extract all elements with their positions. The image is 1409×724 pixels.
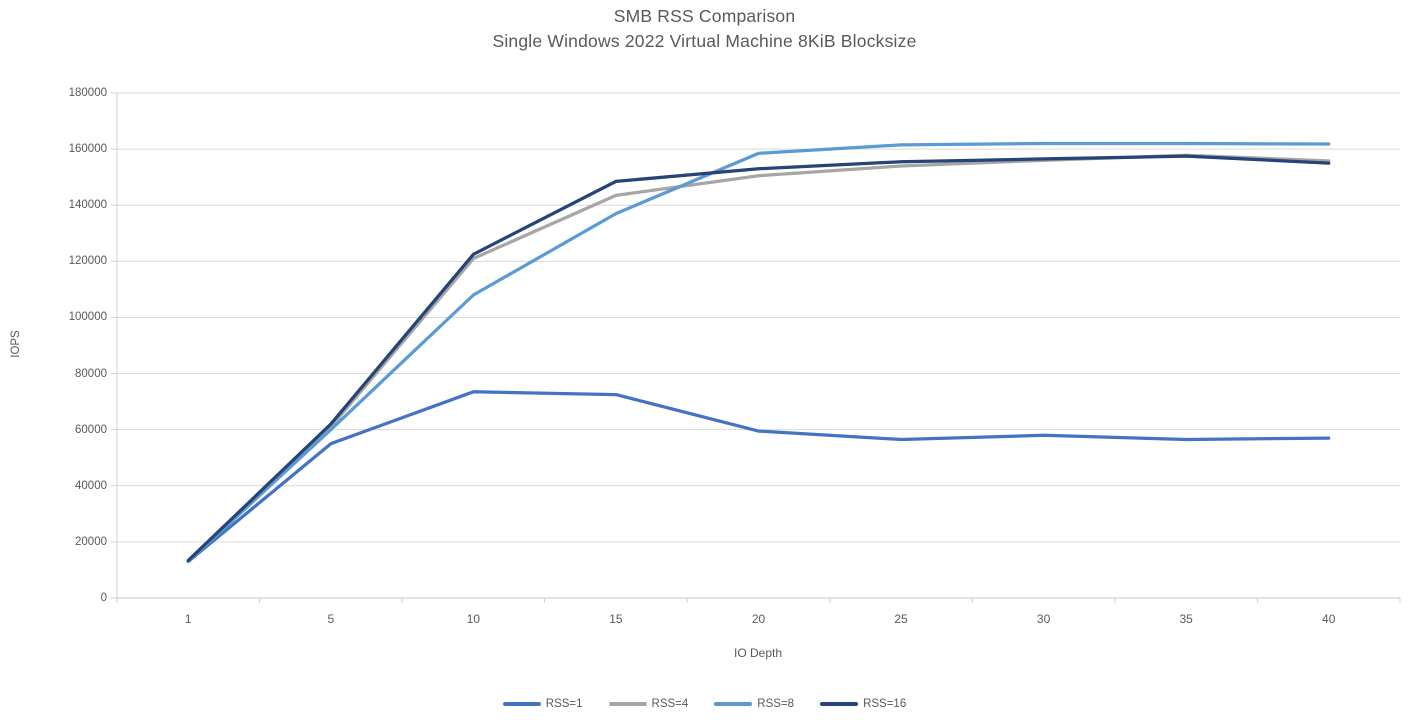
legend-swatch-icon <box>608 702 647 706</box>
series-line-RSS=1 <box>186 390 1331 564</box>
series-line-RSS=16 <box>186 154 1331 563</box>
series-line-RSS=8 <box>186 141 1331 563</box>
legend: RSS=1 RSS=4 RSS=8 RSS=16 <box>0 698 1409 710</box>
legend-item-RSS=8: RSS=8 <box>714 698 794 710</box>
x-tick-label-30: 30 <box>1036 612 1051 626</box>
y-tick-label-180000: 180000 <box>68 87 107 99</box>
x-tick-label-1: 1 <box>184 612 192 626</box>
y-tick-label-140000: 140000 <box>68 199 107 212</box>
y-tick-label-60000: 60000 <box>75 423 107 436</box>
y-tick-label-120000: 120000 <box>68 255 107 268</box>
x-tick-label-15: 15 <box>609 612 623 626</box>
legend-label: RSS=1 <box>545 698 583 710</box>
x-tick-label-5: 5 <box>327 612 335 626</box>
legend-label: RSS=16 <box>863 698 907 710</box>
legend-swatch-icon <box>714 702 753 706</box>
x-tick-label-40: 40 <box>1322 612 1336 626</box>
legend-item-RSS=4: RSS=4 <box>608 698 689 710</box>
x-tick-label-35: 35 <box>1179 612 1193 626</box>
x-tick-label-20: 20 <box>751 612 766 626</box>
chart-title: SMB RSS Comparison <box>613 6 796 26</box>
legend-swatch-icon <box>502 702 541 706</box>
y-tick-label-100000: 100000 <box>68 311 107 324</box>
y-tick-label-40000: 40000 <box>75 479 107 492</box>
legend-item-RSS=16: RSS=16 <box>820 698 906 710</box>
legend-item-RSS=1: RSS=1 <box>502 698 583 710</box>
legend-label: RSS=4 <box>651 698 689 710</box>
x-axis-title: IO Depth <box>733 646 783 660</box>
series-line-RSS=4 <box>186 153 1331 563</box>
chart-subtitle: Single Windows 2022 Virtual Machine 8KiB… <box>492 31 917 51</box>
legend-label: RSS=8 <box>757 698 795 710</box>
y-axis-title: IOPS <box>10 330 22 358</box>
y-tick-label-0: 0 <box>100 592 107 604</box>
x-tick-label-10: 10 <box>466 612 481 626</box>
y-tick-label-80000: 80000 <box>75 367 107 380</box>
y-tick-label-160000: 160000 <box>68 143 107 156</box>
x-tick-label-25: 25 <box>894 612 908 626</box>
legend-swatch-icon <box>820 702 859 706</box>
y-tick-label-20000: 20000 <box>75 535 107 548</box>
